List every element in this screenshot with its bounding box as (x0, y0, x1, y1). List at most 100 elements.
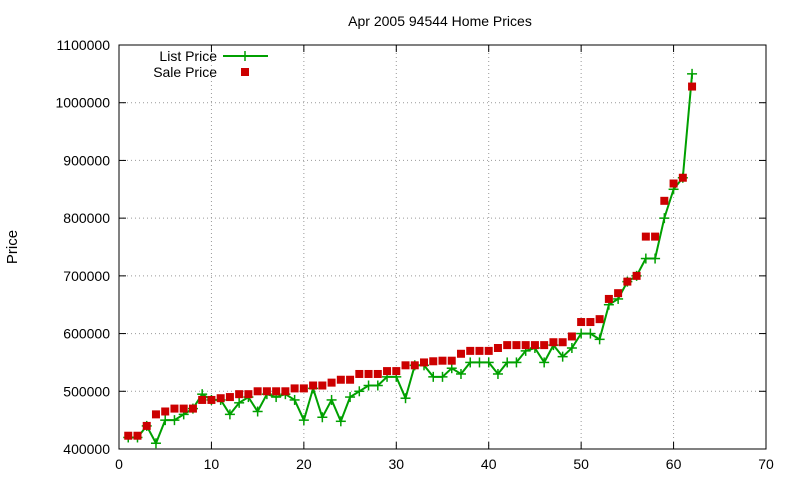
x-tick-label: 60 (666, 456, 682, 472)
sale-price-point (632, 271, 641, 280)
sale-price-point (309, 381, 318, 390)
x-tick-label: 50 (573, 456, 589, 472)
sale-price-point (651, 232, 660, 241)
sale-price-point (530, 341, 539, 350)
list-price-point (345, 392, 356, 403)
sale-price-point (420, 358, 429, 367)
legend-marker (240, 51, 250, 61)
legend-label: List Price (159, 48, 217, 64)
sale-price-point (688, 82, 697, 91)
sale-price-point (327, 378, 336, 387)
y-tick-label: 1100000 (57, 37, 111, 53)
sale-price-point (198, 395, 207, 404)
y-tick-label: 800000 (63, 210, 110, 226)
list-price-point (150, 438, 161, 449)
list-price-point (446, 363, 457, 374)
chart-title: Apr 2005 94544 Home Prices (348, 13, 532, 29)
list-price-point (585, 328, 596, 339)
sale-price-point (586, 318, 595, 327)
y-tick-label: 1000000 (55, 95, 110, 111)
list-price-point (160, 415, 171, 426)
list-price-point (335, 416, 346, 427)
sale-price-point (124, 431, 133, 440)
legend-label: Sale Price (153, 64, 217, 80)
gridlines (119, 45, 766, 449)
sale-price-point (373, 369, 382, 378)
list-price-point (363, 380, 374, 391)
x-tick-label: 30 (388, 456, 404, 472)
y-tick-label: 500000 (63, 383, 110, 399)
sale-price-point (604, 294, 613, 303)
sale-price-point (549, 338, 558, 347)
sale-price-point (429, 357, 438, 366)
sale-price-point (521, 341, 530, 350)
x-tick-label: 70 (758, 456, 774, 472)
list-price-point (234, 397, 245, 408)
sale-price-point (558, 338, 567, 347)
sale-price-point (466, 346, 475, 355)
series-list-price (123, 68, 698, 449)
y-tick-label: 700000 (63, 268, 110, 284)
series-sale-price (124, 82, 697, 440)
sale-price-point (401, 361, 410, 370)
sale-price-point (161, 407, 170, 416)
sale-price-point (669, 179, 678, 188)
list-price-point (566, 343, 577, 353)
plot-border (118, 44, 767, 450)
sale-price-point (512, 341, 521, 350)
list-price-point (169, 415, 180, 426)
sale-price-point (290, 384, 299, 393)
sale-price-point (623, 277, 632, 286)
x-tick-label: 0 (115, 456, 123, 472)
sale-price-point (540, 341, 549, 350)
list-price-point (594, 334, 605, 345)
list-price-point (465, 357, 476, 368)
sale-price-point (503, 341, 512, 350)
list-price-point (224, 409, 235, 420)
list-price-point (326, 394, 337, 405)
sale-price-point (595, 315, 604, 324)
sale-price-point (410, 361, 419, 370)
sale-price-point (318, 381, 327, 390)
list-price-line (128, 73, 694, 446)
sale-price-point (475, 346, 484, 355)
list-price-point (492, 368, 503, 379)
y-axis-label: Price (4, 230, 21, 264)
list-price-point (640, 253, 651, 264)
sale-price-point (660, 196, 669, 205)
list-price-point (455, 368, 466, 379)
axis-ticks: 0 10 20 30 40 50 60 70 400000 500000 600000 700000 8… (55, 37, 774, 472)
list-price-point (317, 412, 328, 423)
list-price-point (289, 394, 300, 405)
sale-price-point (577, 318, 586, 327)
list-price-point (511, 357, 522, 368)
list-price-point (428, 371, 439, 382)
x-tick-label: 40 (481, 456, 497, 472)
list-price-point (252, 406, 263, 417)
list-price-point (576, 328, 587, 339)
list-price-point (354, 386, 365, 397)
list-price-point (400, 393, 411, 404)
sale-price-point (346, 375, 355, 384)
sale-price-point (383, 367, 392, 376)
sale-price-point (179, 404, 188, 413)
y-tick-label: 900000 (63, 152, 110, 168)
sale-price-point (438, 356, 447, 365)
sale-price-point (170, 404, 179, 413)
sale-price-point (567, 332, 576, 341)
sale-price-point (142, 421, 151, 430)
list-price-point (298, 415, 309, 426)
x-tick-label: 10 (204, 456, 220, 472)
sale-price-point (235, 390, 244, 399)
sale-price-point (447, 356, 456, 365)
y-tick-label: 600000 (63, 326, 110, 342)
list-price-point (659, 213, 670, 224)
list-price-point (474, 357, 485, 368)
sale-price-point (614, 289, 623, 298)
x-tick-label: 20 (296, 456, 312, 472)
list-price-point (539, 357, 550, 368)
sale-price-point (484, 346, 493, 355)
sale-price-point (133, 431, 142, 440)
